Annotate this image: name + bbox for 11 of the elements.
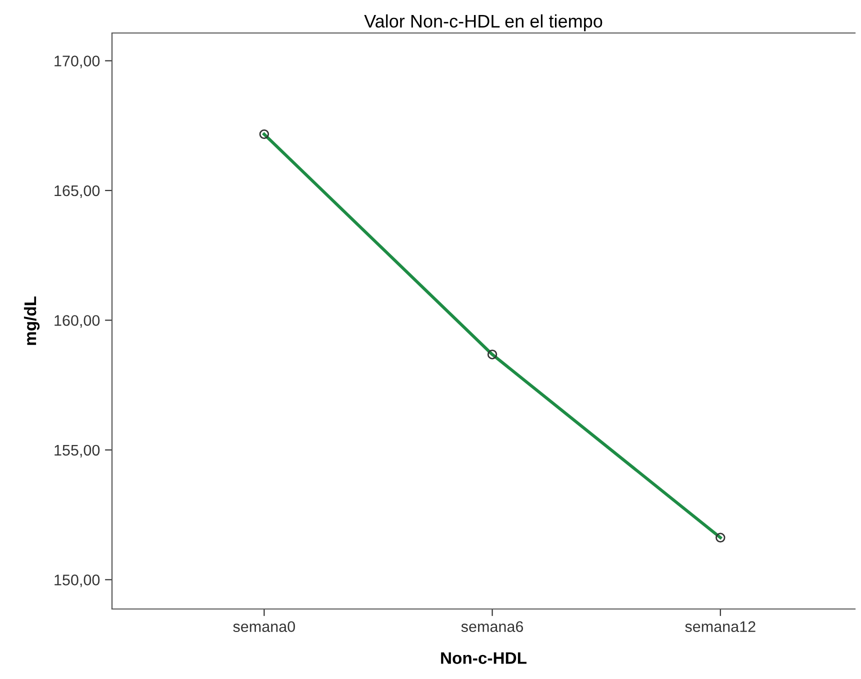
x-axis-title: Non-c-HDL — [441, 652, 526, 664]
y-tick-label: 150,00 — [54, 574, 100, 588]
x-tick-label: semana0 — [233, 621, 295, 632]
y-tick-label: 155,00 — [54, 444, 100, 458]
x-tick-label: semana12 — [685, 621, 756, 632]
chart-title: Valor Non-c-HDL en el tiempo — [364, 14, 602, 32]
x-tick-label: semana6 — [461, 621, 524, 632]
y-tick-label: 170,00 — [54, 56, 100, 68]
y-tick-label: 165,00 — [54, 185, 100, 198]
y-tick-label: 160,00 — [54, 315, 100, 328]
y-axis-title: mg/dL — [24, 296, 40, 345]
